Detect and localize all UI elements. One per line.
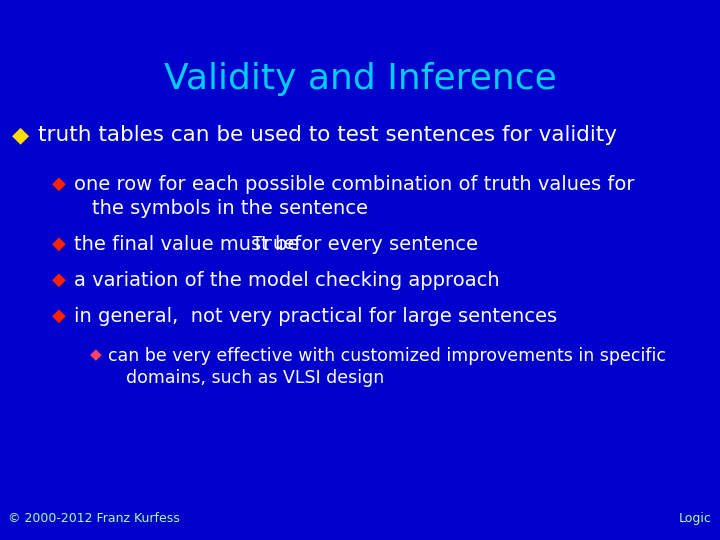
Text: in general,  not very practical for large sentences: in general, not very practical for large… (74, 307, 557, 326)
Text: Logic: Logic (679, 512, 712, 525)
Text: Validity and Inference: Validity and Inference (163, 62, 557, 96)
Text: one row for each possible combination of truth values for: one row for each possible combination of… (74, 175, 634, 194)
Text: ◆: ◆ (52, 175, 66, 193)
Text: ◆: ◆ (52, 235, 66, 253)
Text: truth tables can be used to test sentences for validity: truth tables can be used to test sentenc… (38, 125, 617, 145)
Text: ◆: ◆ (12, 125, 29, 145)
Text: ◆: ◆ (52, 271, 66, 289)
Text: True: True (252, 235, 295, 253)
Text: can be very effective with customized improvements in specific: can be very effective with customized im… (108, 347, 666, 365)
Text: the final value must be: the final value must be (74, 235, 305, 254)
Text: © 2000-2012 Franz Kurfess: © 2000-2012 Franz Kurfess (8, 512, 180, 525)
Text: a variation of the model checking approach: a variation of the model checking approa… (74, 271, 500, 290)
Text: ◆: ◆ (90, 347, 102, 362)
Text: domains, such as VLSI design: domains, such as VLSI design (126, 369, 384, 387)
Text: the symbols in the sentence: the symbols in the sentence (92, 199, 368, 218)
Text: ◆: ◆ (52, 307, 66, 325)
Text: for every sentence: for every sentence (288, 235, 478, 254)
